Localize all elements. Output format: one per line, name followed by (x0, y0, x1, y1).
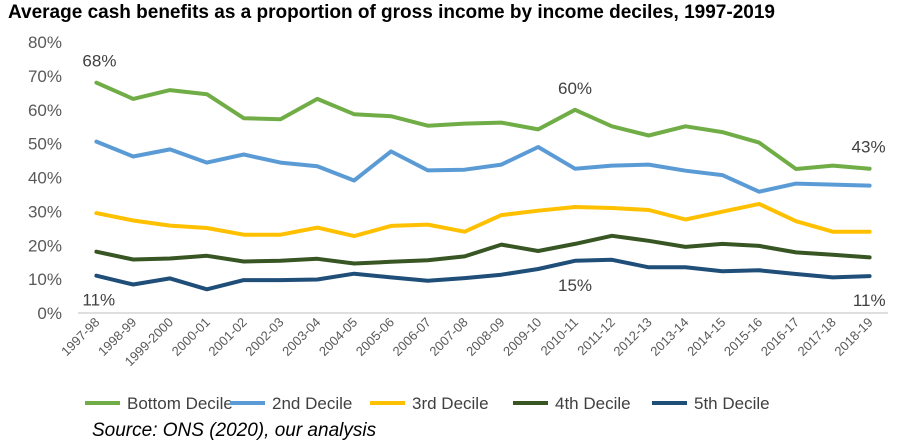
x-tick-label: 2012-13 (610, 315, 654, 359)
x-tick-label: 2005-06 (353, 315, 397, 359)
y-tick-label: 10% (28, 270, 62, 289)
x-tick-label: 2006-07 (390, 315, 434, 359)
legend-label: 4th Decile (555, 394, 631, 413)
chart-title: Average cash benefits as a proportion of… (8, 2, 775, 23)
x-tick-label: 2010-11 (538, 315, 582, 359)
data-label: 60% (558, 79, 592, 98)
series-line-5 (94, 257, 872, 292)
series-line-4 (94, 233, 872, 266)
x-tick-label: 2009-10 (500, 315, 544, 359)
x-tick-label: 2003-04 (279, 315, 323, 359)
y-axis-ticks: 0% 10% 20% 30% 40% 50% 60% 70% 80% (28, 33, 62, 323)
chart-source: Source: ONS (2020), our analysis (92, 420, 377, 441)
x-tick-label: 2014-15 (684, 315, 728, 359)
x-tick-label: 2001-02 (205, 315, 249, 359)
y-tick-label: 60% (28, 101, 62, 120)
y-tick-label: 70% (28, 67, 62, 86)
data-label: 15% (558, 276, 592, 295)
legend-label: 5th Decile (694, 394, 770, 413)
x-axis-ticks: 1997-981998-991999-20002000-012001-02200… (58, 315, 876, 370)
x-tick-label: 2004-05 (316, 315, 360, 359)
y-tick-label: 50% (28, 135, 62, 154)
series-line-3 (94, 201, 872, 239)
legend-label: Bottom Decile (127, 394, 233, 413)
x-tick-label: 2018-19 (831, 315, 875, 359)
y-tick-label: 30% (28, 202, 62, 221)
x-tick-label: 2016-17 (758, 315, 802, 359)
legend: Bottom Decile 2nd Decile 3rd Decile 4th Dec… (85, 394, 770, 413)
x-tick-label: 2008-09 (463, 315, 507, 359)
data-label: 43% (852, 138, 886, 157)
x-tick-label: 2007-08 (426, 315, 470, 359)
x-tick-label: 2000-01 (169, 315, 213, 359)
series-lines (94, 80, 872, 292)
legend-label: 2nd Decile (272, 394, 352, 413)
data-label: 11% (853, 291, 886, 310)
x-tick-label: 2017-18 (795, 315, 839, 359)
legend-label: 3rd Decile (412, 394, 489, 413)
series-line-2 (94, 139, 872, 194)
y-tick-label: 80% (28, 33, 62, 52)
x-tick-label: 2015-16 (721, 315, 765, 359)
x-tick-label: 2002-03 (242, 315, 286, 359)
y-tick-label: 40% (28, 169, 62, 188)
data-labels: 68% 60% 43% 11% 15% 11% (82, 52, 885, 310)
x-tick-label: 2011-12 (574, 315, 618, 359)
y-tick-label: 0% (37, 304, 62, 323)
data-label: 68% (82, 52, 116, 71)
x-tick-label: 1997-98 (58, 315, 102, 359)
series-line-1 (94, 80, 872, 171)
x-tick-label: 2013-14 (647, 315, 691, 359)
y-tick-label: 20% (28, 236, 62, 255)
data-label: 11% (82, 291, 115, 310)
